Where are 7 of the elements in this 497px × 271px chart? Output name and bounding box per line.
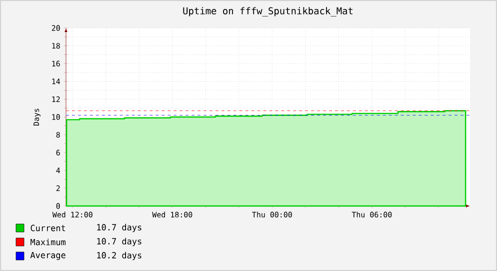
legend-label: Average xyxy=(30,252,66,260)
text: 10.2 days xyxy=(97,252,142,260)
text: 10.7 days xyxy=(97,224,142,232)
chart-title: Uptime on fffw_Sputnikback_Mat xyxy=(183,7,353,17)
text: 10.7 days xyxy=(97,238,142,246)
legend-label: Current xyxy=(30,224,66,232)
legend-label: Maximum xyxy=(30,238,66,246)
